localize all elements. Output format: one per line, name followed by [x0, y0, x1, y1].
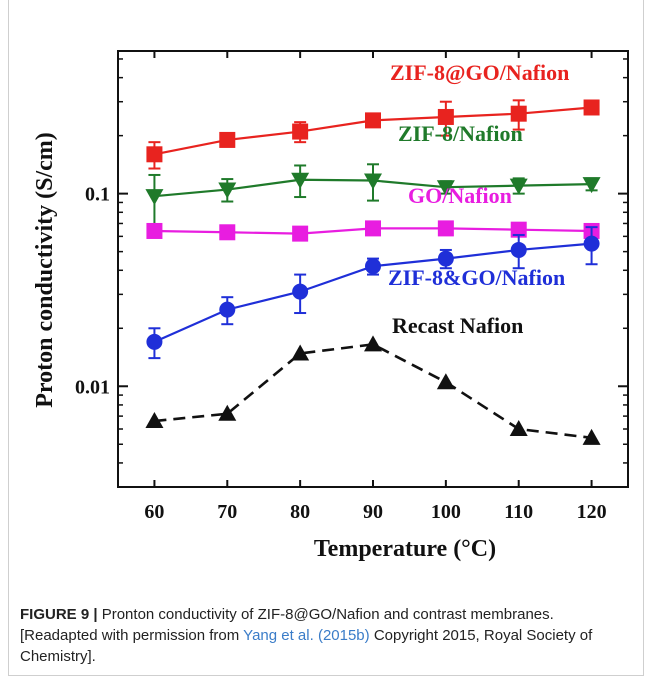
data-point [509, 178, 528, 195]
data-point [145, 189, 164, 206]
data-point [583, 99, 600, 116]
data-point [436, 180, 455, 197]
data-point [582, 428, 601, 445]
data-point [583, 235, 600, 252]
data-point [292, 123, 309, 140]
data-point [292, 225, 309, 242]
y-axis-label: Proton conductivity (S/cm) [32, 132, 58, 408]
data-point [146, 222, 163, 239]
data-point [365, 220, 381, 237]
data-point [365, 112, 381, 129]
y-tick-label: 0.01 [75, 376, 110, 398]
series [145, 335, 601, 445]
series [145, 163, 601, 226]
chart: 60 70 80 90 100 110 120 0.1 0.01 ZIF-8@GO/Nafion… [32, 50, 629, 562]
data-point [218, 182, 237, 199]
series-label: GO/Nafion [408, 183, 512, 208]
caption-text: Pronton conductivity of ZIF-8@GO/Nafion … [20, 606, 554, 644]
data-point [437, 220, 454, 237]
data-point [218, 404, 237, 421]
data-point [436, 373, 455, 390]
data-point [219, 131, 236, 148]
data-point [219, 224, 236, 241]
data-point [510, 105, 527, 122]
data-point [364, 335, 382, 352]
x-tick-label: 80 [290, 501, 310, 523]
data-point [291, 172, 310, 189]
data-point [291, 344, 310, 361]
data-point [510, 241, 527, 258]
figure-caption: FIGURE 9 | Pronton conductivity of ZIF-8… [20, 604, 630, 667]
data-point [364, 173, 382, 190]
x-tick-label: 60 [144, 501, 164, 523]
series-label: ZIF-8&GO/Nafion [388, 265, 565, 290]
data-point [582, 177, 601, 194]
data-point [145, 412, 164, 429]
data-point [292, 283, 309, 300]
data-point [146, 146, 163, 163]
series-label: Recast Nafion [392, 313, 523, 338]
data-point [510, 221, 527, 238]
x-tick-label: 100 [431, 501, 461, 523]
data-point [437, 250, 454, 267]
caption-label: FIGURE 9 | [20, 606, 98, 623]
series [146, 220, 600, 242]
x-tick-label: 110 [504, 501, 533, 523]
series-label: ZIF-8@GO/Nafion [390, 60, 569, 85]
series [146, 99, 600, 170]
caption-text-end: Copyright 2015, Royal Society of Chemist… [20, 627, 593, 665]
series-label: ZIF-8/Nafion [398, 121, 523, 146]
x-tick-label: 120 [577, 501, 607, 523]
series [146, 226, 600, 360]
data-point [146, 333, 163, 350]
data-point [437, 108, 454, 125]
y-tick-label: 0.1 [85, 184, 110, 206]
caption-reference-link[interactable]: Yang et al. (2015b) [243, 627, 370, 644]
series-line [154, 343, 592, 440]
data-point [365, 258, 381, 275]
data-point [509, 420, 528, 437]
data-point [219, 301, 236, 318]
x-tick-label: 70 [217, 501, 237, 523]
x-axis-label: Temperature (°C) [314, 536, 496, 562]
x-tick-label: 90 [363, 501, 383, 523]
